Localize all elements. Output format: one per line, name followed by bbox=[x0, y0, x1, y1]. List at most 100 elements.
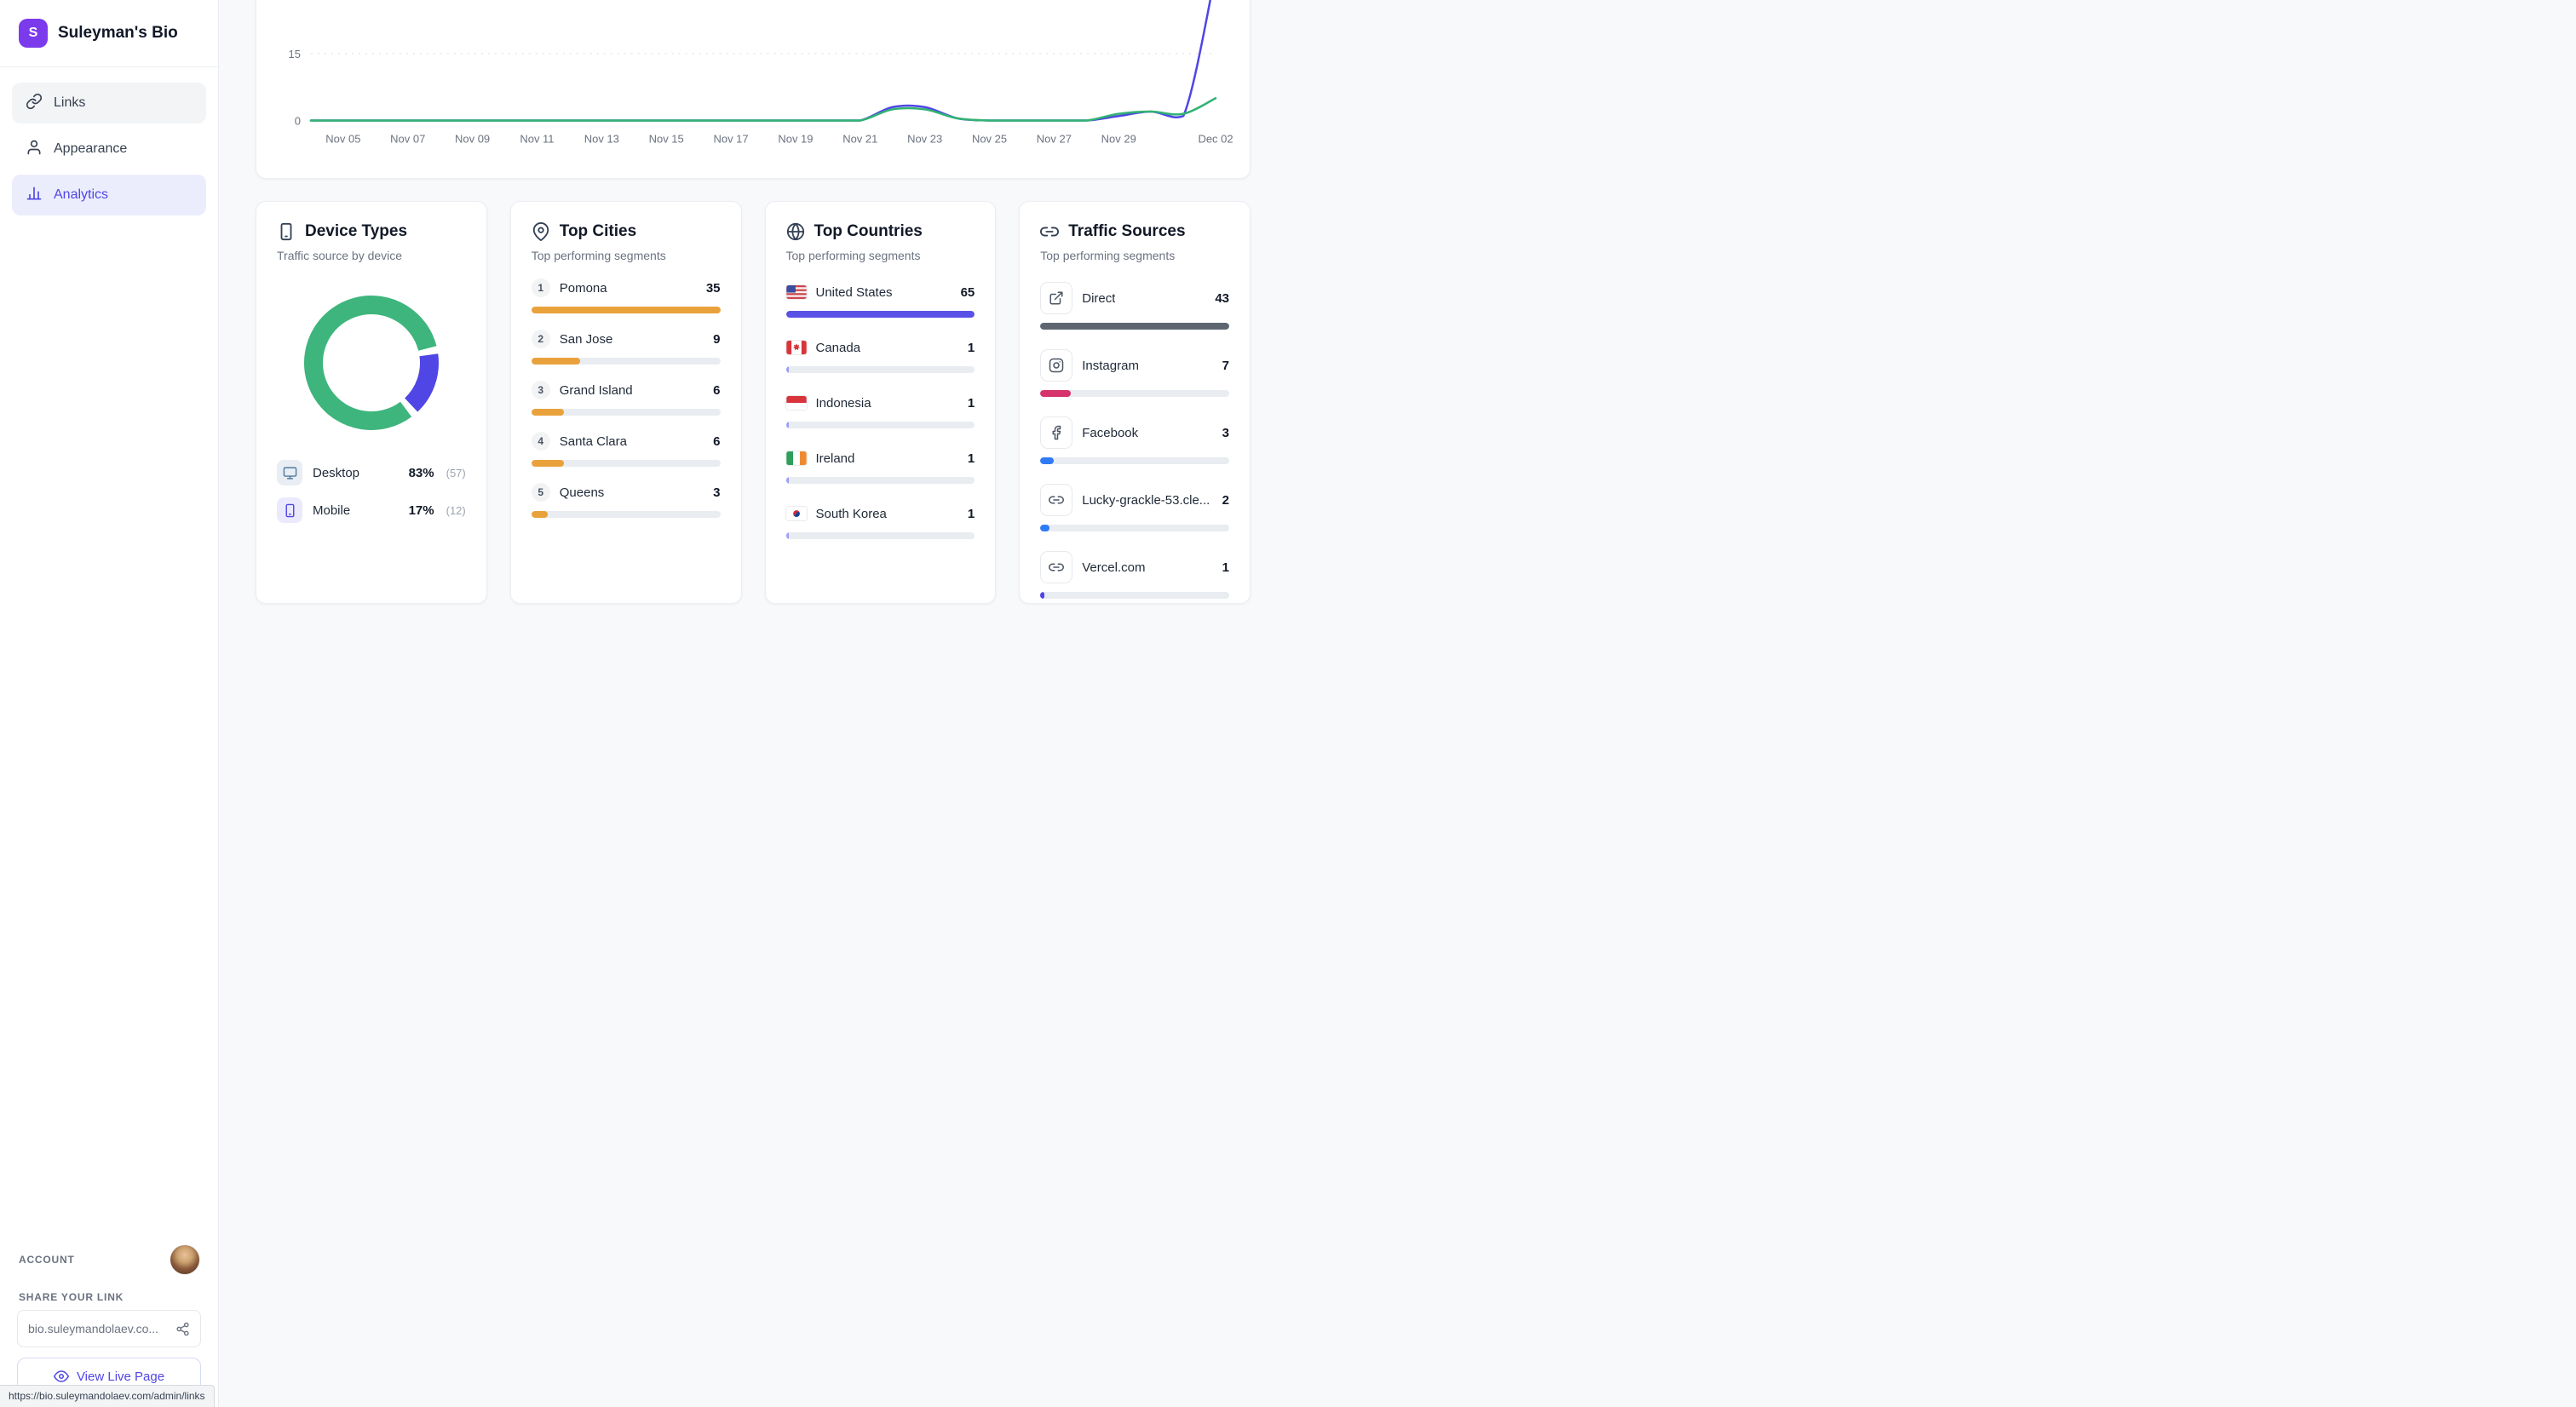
svg-text:Nov 05: Nov 05 bbox=[325, 133, 360, 146]
card-title: Top Cities bbox=[559, 222, 637, 240]
progress-track bbox=[785, 422, 975, 428]
device-donut-chart bbox=[303, 296, 439, 430]
visitors-chart-card: 0 15 Nov 05 Nov 07 Nov 09 Nov 11 Nov 13 Nov 15 N… bbox=[256, 0, 1251, 179]
flag-south-korea-icon bbox=[785, 507, 807, 520]
sidebar-item-label: Links bbox=[54, 95, 86, 110]
svg-text:Nov 29: Nov 29 bbox=[1101, 133, 1136, 146]
city-value: 3 bbox=[713, 485, 721, 500]
monitor-icon bbox=[277, 460, 302, 485]
sidebar-item-label: Appearance bbox=[54, 141, 128, 156]
progress-track bbox=[531, 409, 721, 416]
legend-row-desktop: Desktop 83% (57) bbox=[277, 460, 466, 485]
legend-label: Desktop bbox=[313, 465, 360, 480]
link-icon bbox=[1040, 222, 1060, 241]
svg-text:Dec 02: Dec 02 bbox=[1198, 133, 1233, 146]
progress-track bbox=[531, 460, 721, 467]
svg-text:Nov 07: Nov 07 bbox=[390, 133, 425, 146]
list-item: 3 Grand Island 6 bbox=[531, 380, 721, 416]
rank-badge: 4 bbox=[531, 432, 550, 451]
external-link-icon bbox=[1040, 282, 1073, 314]
country-value: 1 bbox=[967, 451, 975, 466]
sidebar-header: S Suleyman's Bio bbox=[0, 0, 218, 67]
sidebar-item-analytics[interactable]: Analytics bbox=[12, 175, 206, 215]
top-cities-card: Top Cities Top performing segments 1 Pom… bbox=[509, 201, 742, 604]
city-value: 6 bbox=[713, 434, 721, 449]
map-pin-icon bbox=[532, 222, 550, 241]
card-subtitle: Top performing segments bbox=[1040, 249, 1176, 262]
traffic-sources-card: Traffic Sources Top performing segments … bbox=[1019, 201, 1251, 604]
legend-percent: 83% bbox=[408, 465, 434, 480]
source-value: 1 bbox=[1222, 560, 1229, 575]
device-types-card: Device Types Traffic source by device De… bbox=[256, 201, 487, 604]
legend-label: Mobile bbox=[313, 502, 351, 518]
card-title: Top Countries bbox=[814, 222, 923, 240]
avatar[interactable] bbox=[170, 1245, 199, 1274]
rank-badge: 5 bbox=[531, 483, 550, 502]
sidebar-nav: Links Appearance Analytics bbox=[0, 67, 218, 231]
source-name: Direct bbox=[1082, 290, 1116, 306]
facebook-icon bbox=[1040, 416, 1073, 449]
svg-text:15: 15 bbox=[289, 48, 301, 60]
main-content: 0 15 Nov 05 Nov 07 Nov 09 Nov 11 Nov 13 Nov 15 N… bbox=[218, 0, 1288, 649]
progress-fill bbox=[785, 477, 789, 484]
legend-count: (12) bbox=[446, 503, 466, 517]
progress-fill bbox=[1040, 457, 1054, 464]
progress-fill bbox=[531, 511, 548, 518]
eye-icon bbox=[53, 1369, 69, 1384]
progress-fill bbox=[531, 409, 564, 416]
sidebar-footer: ACCOUNT SHARE YOUR LINK bio.suleymandola… bbox=[0, 1232, 218, 1407]
progress-track bbox=[785, 366, 975, 373]
list-item: Ireland 1 bbox=[785, 448, 975, 484]
progress-fill bbox=[531, 358, 580, 365]
list-item: Vercel.com 1 bbox=[1040, 551, 1229, 599]
user-icon bbox=[26, 139, 43, 160]
link-icon bbox=[26, 93, 43, 114]
legend-percent: 17% bbox=[408, 502, 434, 518]
progress-track bbox=[1040, 457, 1229, 464]
progress-track bbox=[785, 532, 975, 539]
city-name: Santa Clara bbox=[559, 434, 627, 449]
progress-fill bbox=[785, 311, 975, 318]
country-value: 65 bbox=[960, 284, 975, 300]
share-icon[interactable] bbox=[175, 1322, 190, 1336]
list-item: South Korea 1 bbox=[785, 503, 975, 539]
country-name: South Korea bbox=[815, 506, 887, 521]
city-name: Pomona bbox=[559, 280, 607, 296]
source-name: Facebook bbox=[1082, 425, 1139, 440]
card-subtitle: Traffic source by device bbox=[277, 249, 403, 262]
share-url-value: bio.suleymandolaev.co... bbox=[28, 1322, 159, 1335]
svg-text:0: 0 bbox=[295, 114, 301, 127]
progress-track bbox=[1040, 592, 1229, 599]
progress-fill bbox=[1040, 390, 1072, 397]
country-name: Ireland bbox=[815, 451, 855, 466]
list-item: United States 65 bbox=[785, 282, 975, 318]
share-url-field[interactable]: bio.suleymandolaev.co... bbox=[17, 1310, 201, 1347]
sidebar-item-links[interactable]: Links bbox=[12, 83, 206, 123]
city-name: Queens bbox=[559, 485, 605, 500]
svg-text:Nov 11: Nov 11 bbox=[520, 133, 554, 146]
progress-track bbox=[531, 358, 721, 365]
link-icon bbox=[1040, 551, 1073, 583]
device-legend: Desktop 83% (57) Mobile 17% (12) bbox=[277, 460, 466, 523]
progress-track bbox=[531, 511, 721, 518]
svg-text:Nov 27: Nov 27 bbox=[1037, 133, 1072, 146]
progress-track bbox=[1040, 525, 1229, 531]
progress-track bbox=[531, 307, 721, 313]
rank-badge: 1 bbox=[531, 279, 550, 297]
progress-track bbox=[785, 477, 975, 484]
source-value: 2 bbox=[1222, 492, 1229, 508]
city-name: San Jose bbox=[559, 331, 613, 347]
list-item: 5 Queens 3 bbox=[531, 482, 721, 518]
svg-text:Nov 15: Nov 15 bbox=[649, 133, 684, 146]
status-bar-url: https://bio.suleymandolaev.com/admin/lin… bbox=[0, 1385, 215, 1407]
progress-fill bbox=[1040, 592, 1045, 599]
sidebar-item-appearance[interactable]: Appearance bbox=[12, 129, 206, 169]
legend-count: (57) bbox=[446, 466, 466, 480]
page-title: Suleyman's Bio bbox=[58, 24, 178, 42]
list-item: Direct 43 bbox=[1040, 282, 1229, 330]
bar-chart-icon bbox=[26, 185, 43, 206]
progress-track bbox=[1040, 390, 1229, 397]
flag-ireland-icon bbox=[785, 451, 807, 465]
svg-text:Nov 09: Nov 09 bbox=[455, 133, 490, 146]
progress-fill bbox=[531, 460, 564, 467]
